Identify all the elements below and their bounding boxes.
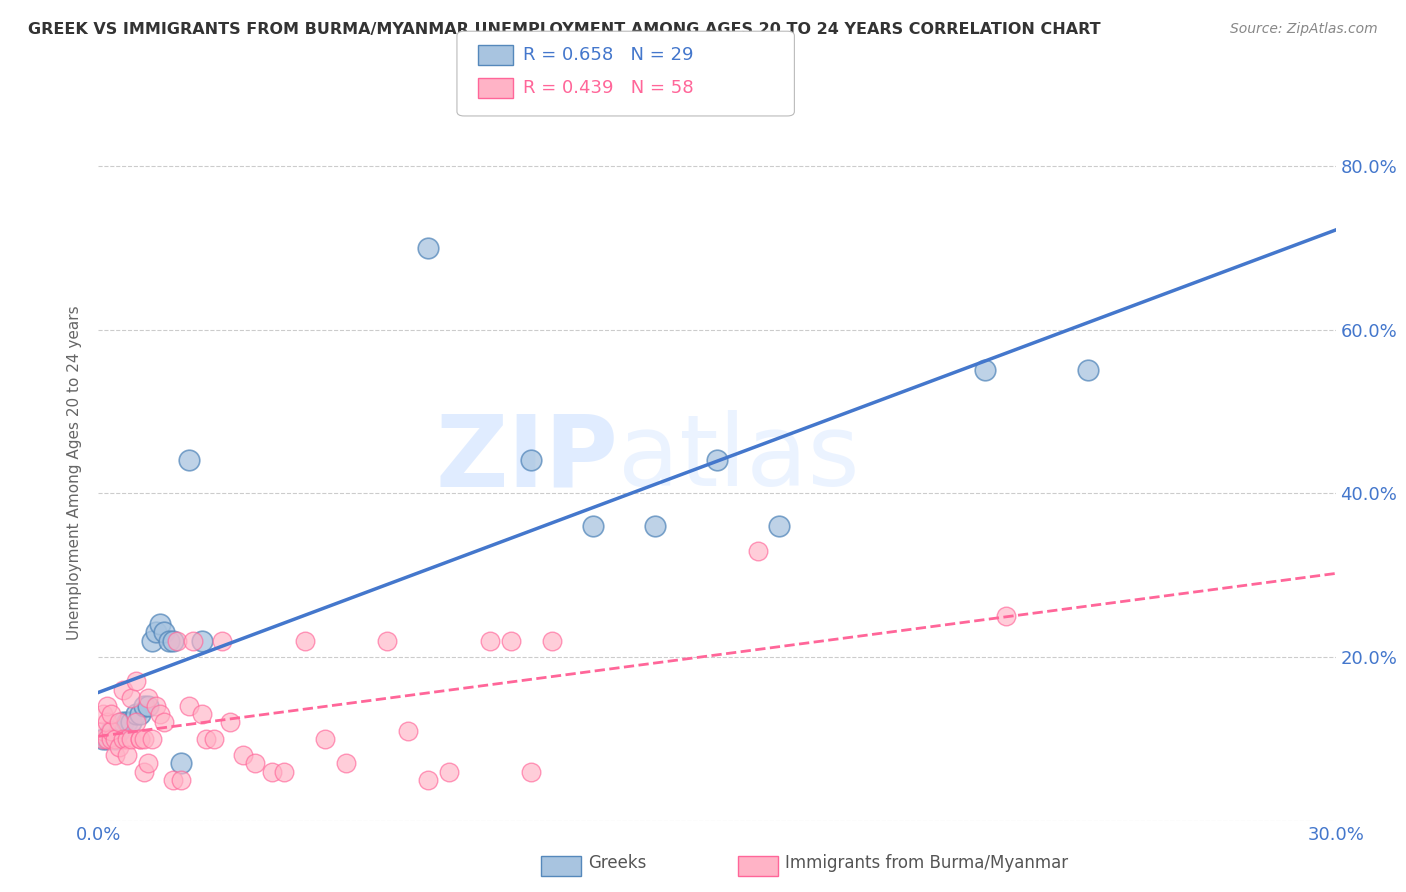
Point [145, 699, 167, 714]
Point [100, 731, 122, 746]
Point [179, 699, 201, 714]
Point [141, 731, 163, 746]
Point [181, 633, 204, 648]
Point [541, 633, 564, 648]
Point [91, 731, 114, 746]
Point [194, 731, 217, 746]
Point [100, 723, 122, 738]
Point [153, 715, 176, 730]
Point [96, 699, 118, 714]
Point [190, 707, 212, 722]
Point [418, 241, 440, 255]
Point [91, 731, 114, 746]
Point [96, 731, 118, 746]
Point [96, 715, 118, 730]
Point [91, 707, 114, 722]
Point [335, 756, 357, 771]
Text: R = 0.658   N = 29: R = 0.658 N = 29 [523, 46, 693, 64]
Point [202, 731, 225, 746]
Point [211, 633, 233, 648]
Text: R = 0.439   N = 58: R = 0.439 N = 58 [523, 79, 693, 97]
Point [149, 707, 172, 722]
Point [120, 715, 142, 730]
Point [141, 633, 163, 648]
Point [243, 756, 266, 771]
Text: atlas: atlas [619, 410, 859, 508]
Point [162, 633, 184, 648]
Point [136, 690, 159, 705]
Y-axis label: Unemployment Among Ages 20 to 24 years: Unemployment Among Ages 20 to 24 years [67, 305, 83, 640]
Point [232, 748, 254, 763]
Point [100, 707, 122, 722]
Point [157, 633, 180, 648]
Point [120, 690, 142, 705]
Text: ZIP: ZIP [436, 410, 619, 508]
Point [132, 764, 155, 779]
Point [112, 731, 135, 746]
Point [582, 519, 605, 533]
Point [108, 715, 131, 730]
Point [96, 731, 118, 746]
Point [974, 363, 997, 377]
Point [437, 764, 460, 779]
Text: Immigrants from Burma/Myanmar: Immigrants from Burma/Myanmar [785, 855, 1067, 872]
Point [706, 453, 728, 467]
Point [479, 633, 502, 648]
Point [520, 764, 543, 779]
Point [100, 723, 122, 738]
Point [499, 633, 522, 648]
Point [747, 543, 769, 558]
Point [136, 756, 159, 771]
Point [132, 731, 155, 746]
Point [108, 723, 131, 738]
Point [260, 764, 283, 779]
Point [145, 625, 167, 640]
Point [136, 699, 159, 714]
Point [170, 756, 193, 771]
Point [112, 715, 135, 730]
Point [396, 723, 419, 738]
Point [153, 625, 176, 640]
Point [520, 453, 543, 467]
Point [104, 731, 127, 746]
Point [375, 633, 398, 648]
Point [166, 633, 188, 648]
Point [128, 707, 150, 722]
Point [124, 707, 146, 722]
Point [314, 731, 336, 746]
Point [120, 731, 142, 746]
Point [219, 715, 242, 730]
Point [117, 731, 139, 746]
Text: Source: ZipAtlas.com: Source: ZipAtlas.com [1230, 22, 1378, 37]
Point [1077, 363, 1099, 377]
Point [170, 772, 193, 787]
Point [108, 739, 131, 754]
Point [112, 682, 135, 697]
Point [91, 723, 114, 738]
Point [104, 731, 127, 746]
Point [294, 633, 316, 648]
Point [128, 731, 150, 746]
Point [117, 715, 139, 730]
Point [124, 674, 146, 689]
Point [128, 731, 150, 746]
Point [418, 772, 440, 787]
Text: GREEK VS IMMIGRANTS FROM BURMA/MYANMAR UNEMPLOYMENT AMONG AGES 20 TO 24 YEARS CO: GREEK VS IMMIGRANTS FROM BURMA/MYANMAR U… [28, 22, 1101, 37]
Point [162, 772, 184, 787]
Point [190, 633, 212, 648]
Point [124, 715, 146, 730]
Point [768, 519, 790, 533]
Point [994, 609, 1017, 624]
Point [117, 748, 139, 763]
Point [179, 453, 201, 467]
Point [132, 699, 155, 714]
Text: Greeks: Greeks [588, 855, 647, 872]
Point [644, 519, 666, 533]
Point [104, 748, 127, 763]
Point [149, 617, 172, 632]
Point [273, 764, 295, 779]
